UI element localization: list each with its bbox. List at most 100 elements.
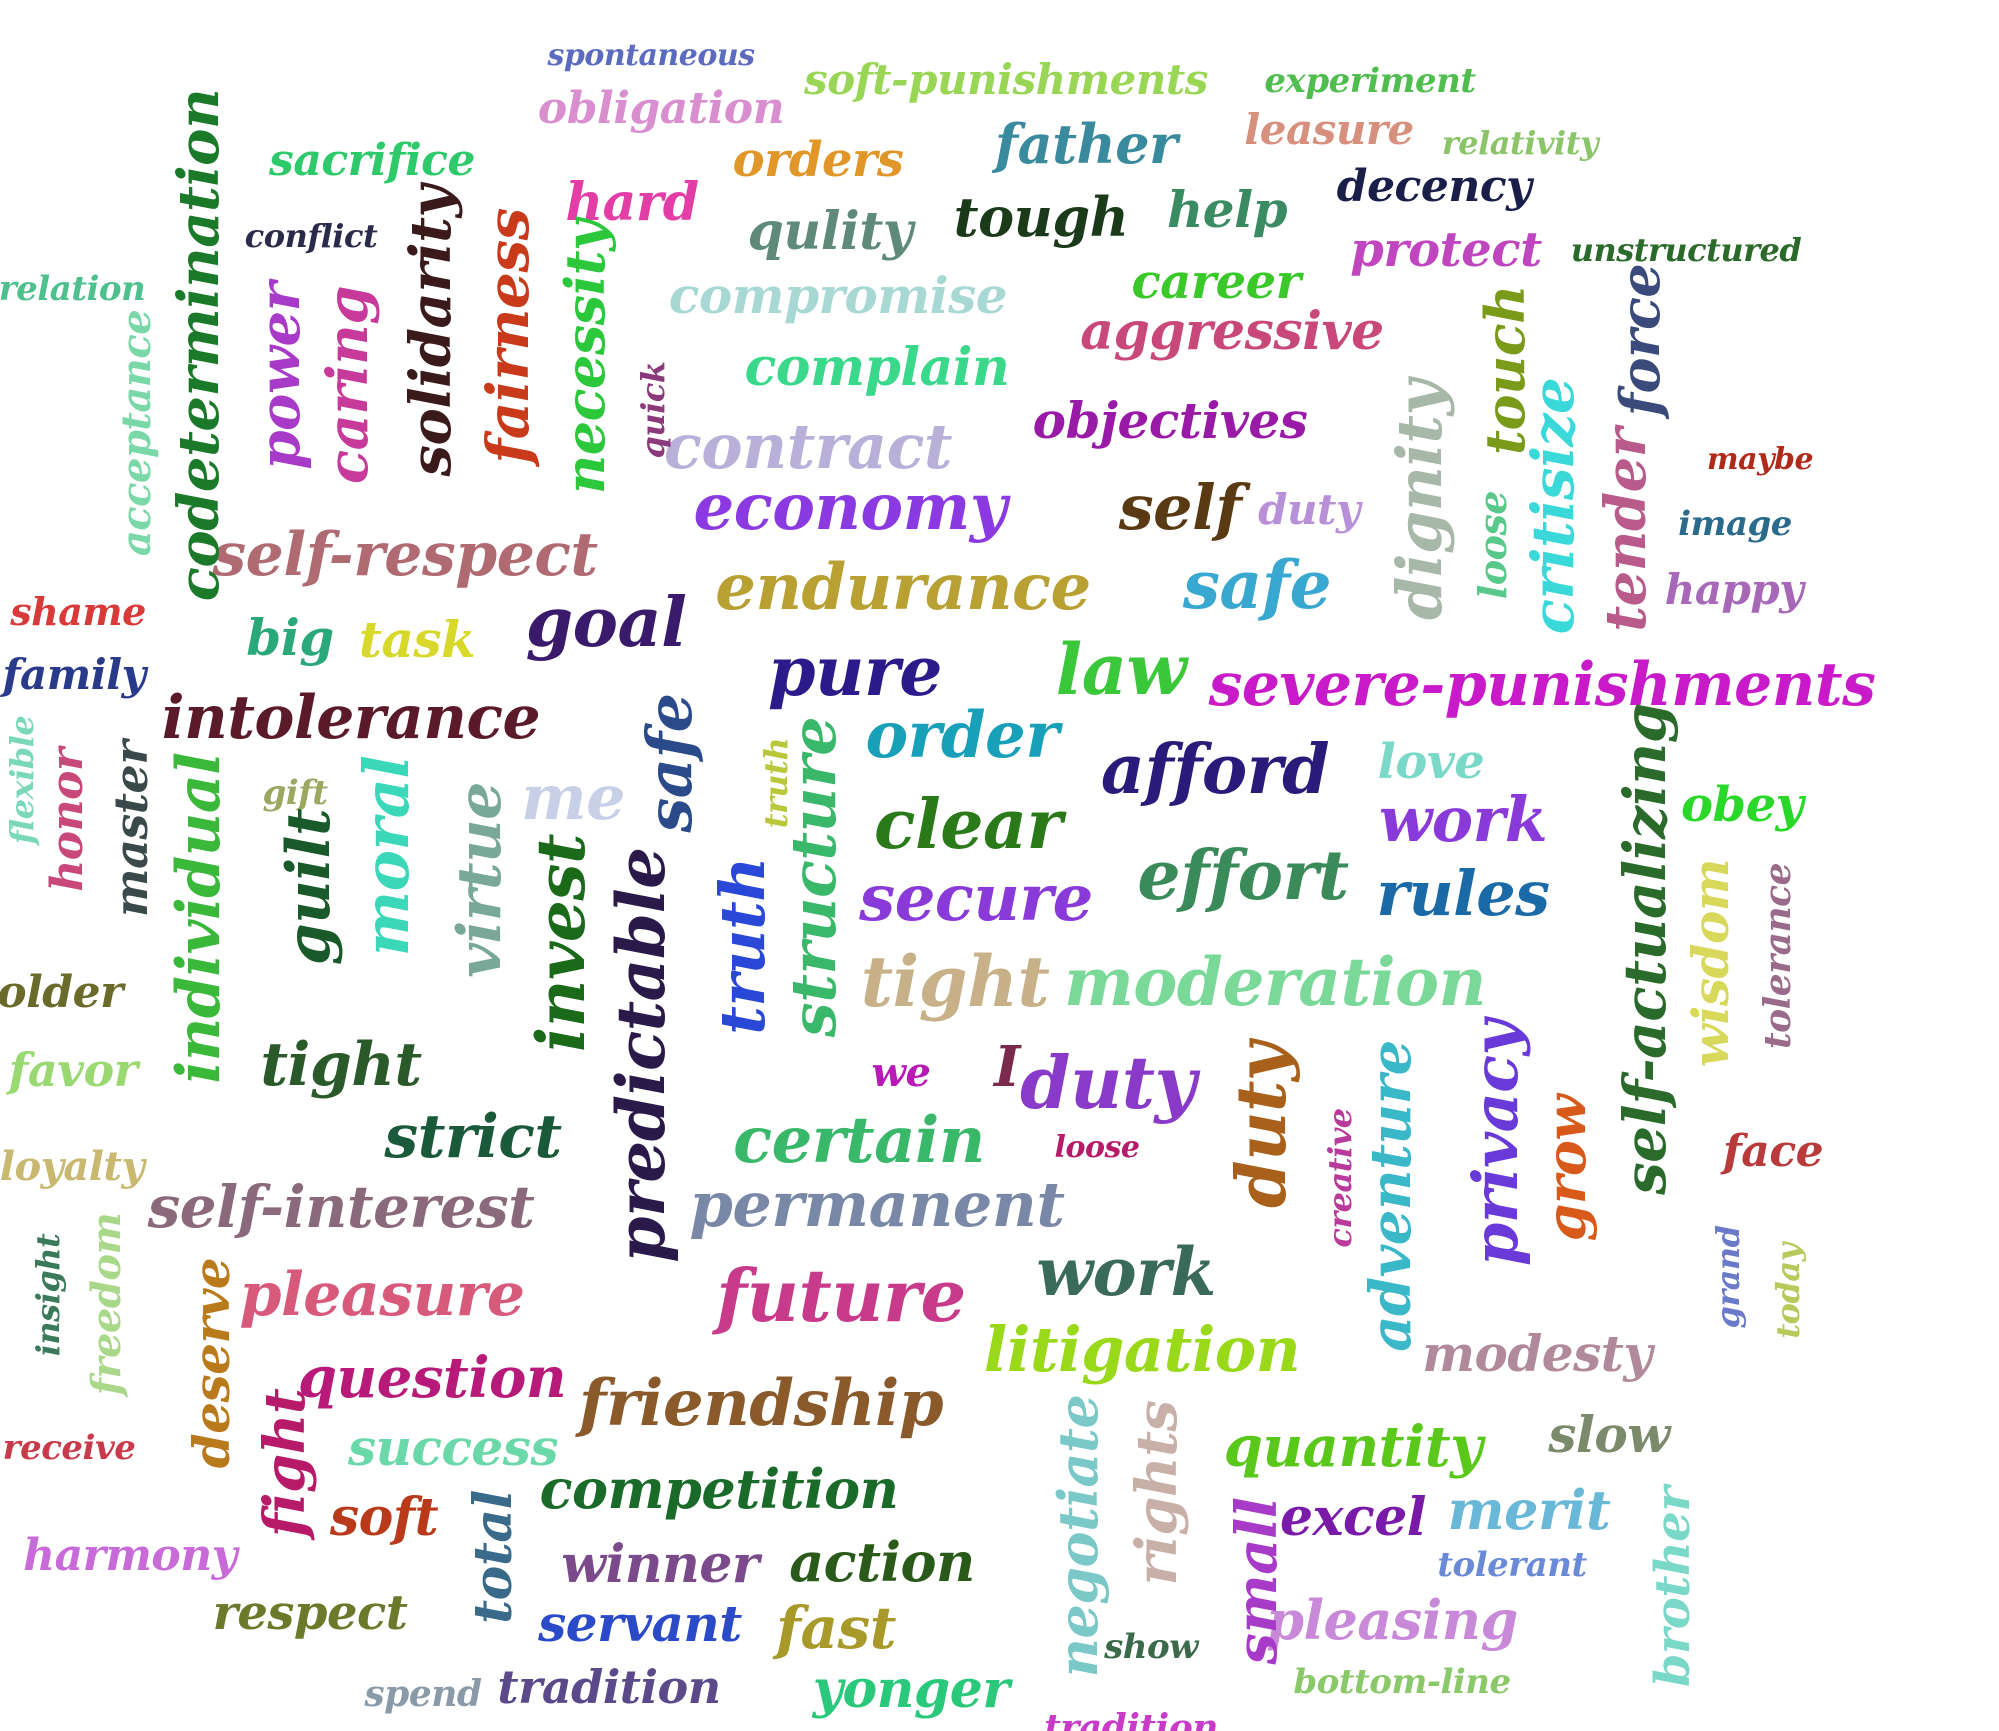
- cloud-word: quick: [634, 361, 672, 459]
- cloud-word: experiment: [1264, 61, 1476, 101]
- cloud-word: maybe: [1706, 442, 1814, 477]
- cloud-word: spontaneous: [547, 38, 755, 73]
- cloud-word: wisdom: [1681, 858, 1740, 1068]
- cloud-word: loose: [1054, 1130, 1140, 1165]
- cloud-word: help: [1166, 180, 1288, 239]
- cloud-word: pure: [767, 632, 943, 712]
- cloud-word: economy: [693, 470, 1008, 545]
- cloud-word: litigation: [983, 1313, 1301, 1386]
- cloud-word: friendship: [578, 1366, 944, 1441]
- cloud-word: moral: [350, 755, 423, 957]
- cloud-word: tolerance: [1757, 862, 1799, 1050]
- cloud-word: master: [104, 740, 158, 918]
- cloud-word: self-actualizing: [1611, 703, 1679, 1195]
- cloud-word: codetermination: [166, 88, 232, 602]
- cloud-word: soft-punishments: [804, 55, 1208, 104]
- cloud-word: father: [994, 112, 1178, 176]
- cloud-word: pleasing: [1266, 1588, 1518, 1652]
- cloud-word: I: [994, 1034, 1020, 1100]
- cloud-word: flexible: [3, 715, 41, 845]
- cloud-word: unstructured: [1570, 231, 1802, 269]
- cloud-word: fight: [252, 1388, 318, 1538]
- cloud-word: success: [347, 1418, 559, 1477]
- cloud-word: tough: [953, 185, 1129, 249]
- cloud-word: invest: [522, 833, 600, 1053]
- cloud-word: brother: [1645, 1486, 1701, 1688]
- cloud-word: tolerant: [1437, 1545, 1587, 1585]
- cloud-word: power: [247, 282, 313, 470]
- cloud-word: work: [1036, 1233, 1216, 1311]
- cloud-word: order: [865, 698, 1059, 773]
- cloud-word: question: [297, 1345, 567, 1411]
- cloud-word: honor: [42, 748, 93, 892]
- cloud-word: competition: [539, 1457, 899, 1521]
- cloud-word: conflict: [244, 217, 378, 255]
- cloud-word: safe: [633, 693, 706, 833]
- cloud-word: family: [2, 650, 146, 699]
- cloud-word: show: [1104, 1627, 1198, 1667]
- cloud-word: individual: [164, 752, 234, 1084]
- cloud-word: predictable: [602, 847, 680, 1263]
- cloud-word: objectives: [1032, 391, 1308, 450]
- cloud-word: harmony: [23, 1530, 237, 1581]
- cloud-word: soft: [329, 1487, 439, 1548]
- cloud-word: fast: [776, 1594, 896, 1662]
- cloud-word: loyalty: [0, 1143, 145, 1190]
- cloud-word: freedom: [83, 1212, 130, 1396]
- cloud-word: self-interest: [147, 1173, 535, 1241]
- cloud-word: action: [789, 1530, 975, 1594]
- cloud-word: solidarity: [398, 185, 464, 477]
- cloud-word: tight: [260, 1030, 422, 1100]
- cloud-word: self: [1118, 471, 1242, 544]
- cloud-word: tight: [860, 940, 1050, 1023]
- cloud-word: favor: [8, 1043, 138, 1097]
- cloud-word: protect: [1350, 222, 1542, 278]
- cloud-word: aggressive: [1080, 301, 1384, 362]
- cloud-word: hard: [565, 172, 699, 233]
- cloud-word: clear: [874, 785, 1062, 865]
- cloud-word: structure: [777, 716, 850, 1038]
- cloud-word: orders: [732, 132, 904, 188]
- cloud-word: strict: [384, 1102, 562, 1172]
- cloud-word: yonger: [812, 1659, 1010, 1720]
- cloud-word: force: [1608, 263, 1672, 417]
- cloud-word: compromise: [668, 266, 1008, 325]
- cloud-word: afford: [1100, 730, 1330, 810]
- cloud-word: quantity: [1223, 1414, 1483, 1480]
- cloud-word: modesty: [1422, 1324, 1652, 1383]
- cloud-word: love: [1377, 734, 1485, 790]
- cloud-word: privacy: [1459, 1019, 1532, 1267]
- cloud-word: relation: [0, 269, 146, 309]
- cloud-word: we: [871, 1049, 931, 1096]
- cloud-word: secure: [859, 861, 1093, 936]
- cloud-word: critisize: [1519, 377, 1587, 635]
- cloud-word: creative: [1321, 1108, 1359, 1248]
- cloud-word: respect: [212, 1585, 408, 1641]
- cloud-word: virtue: [445, 782, 515, 978]
- cloud-word: permanent: [689, 1168, 1065, 1241]
- cloud-word: gift: [262, 773, 328, 813]
- cloud-word: tradition: [1044, 1707, 1218, 1731]
- cloud-word: fairness: [474, 208, 542, 464]
- cloud-word: face: [1722, 1126, 1824, 1177]
- cloud-word: insight: [29, 1233, 67, 1357]
- cloud-word: leasure: [1244, 105, 1414, 154]
- cloud-word: caring: [315, 285, 381, 485]
- cloud-word: grand: [1709, 1225, 1747, 1329]
- cloud-word: contract: [663, 410, 953, 483]
- cloud-word: duty: [1258, 485, 1360, 534]
- cloud-word: small: [1224, 1497, 1290, 1665]
- cloud-word: servant: [538, 1594, 742, 1653]
- cloud-word: big: [246, 608, 334, 667]
- cloud-word: image: [1678, 504, 1792, 544]
- cloud-word: law: [1055, 628, 1187, 711]
- cloud-word: winner: [561, 1534, 759, 1595]
- cloud-word: negotiate: [1046, 1394, 1110, 1678]
- cloud-word: work: [1378, 783, 1548, 856]
- cloud-word: complain: [744, 337, 1010, 398]
- cloud-word: guilt: [274, 808, 344, 966]
- cloud-word: duty: [1020, 1040, 1196, 1125]
- cloud-word: pleasure: [239, 1260, 525, 1330]
- cloud-word: obey: [1680, 777, 1804, 833]
- cloud-word: spend: [364, 1673, 482, 1715]
